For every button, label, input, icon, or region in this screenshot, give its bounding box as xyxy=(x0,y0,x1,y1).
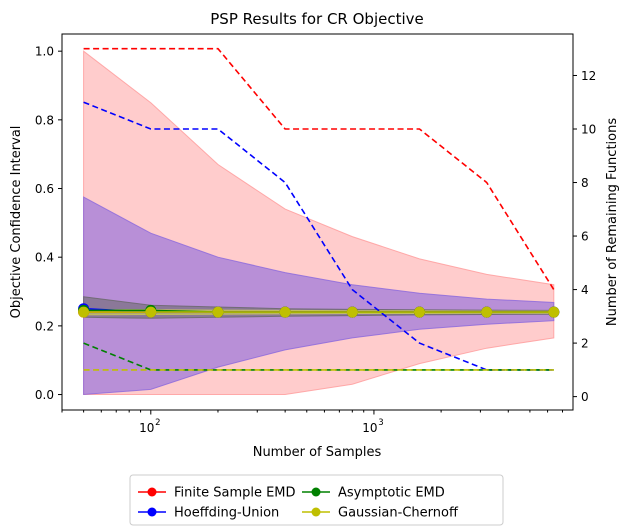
y2-axis-label: Number of Remaining Functions xyxy=(605,118,620,326)
y2-tick-label: 12 xyxy=(581,69,596,83)
y-axis-label: Objective Confidence Interval xyxy=(9,126,24,319)
y2-tick-label: 2 xyxy=(581,337,589,351)
y-tick-label: 0.4 xyxy=(35,251,54,265)
legend-label-asymptotic: Asymptotic EMD xyxy=(338,486,445,501)
y-tick-label: 0.2 xyxy=(35,319,54,333)
remaining-line-finite xyxy=(83,47,555,291)
bands-layer xyxy=(83,50,555,396)
y2-tick-label: 8 xyxy=(581,176,589,190)
legend-marker-gaussian xyxy=(311,507,321,517)
y2-tick-label: 0 xyxy=(581,390,589,404)
y-tick-label: 0.8 xyxy=(35,113,54,127)
remaining-line-asymptotic xyxy=(83,342,554,371)
remaining-line-hoeffding xyxy=(83,101,554,371)
point-gaussian xyxy=(145,306,157,318)
legend-marker-finite xyxy=(147,487,157,497)
legend: Finite Sample EMD Hoeffding-Union Asymptot… xyxy=(129,474,504,526)
y2-tick-label: 4 xyxy=(581,283,589,297)
remaining-lines-layer xyxy=(83,47,555,371)
mean-lines-layer xyxy=(78,303,560,318)
point-gaussian xyxy=(481,306,493,318)
point-gaussian xyxy=(414,306,425,318)
y2-tick-label: 6 xyxy=(581,230,589,244)
y-tick-label: 1.0 xyxy=(35,45,54,59)
legend-marker-asymptotic xyxy=(311,487,321,497)
legend-marker-hoeffding xyxy=(147,507,157,517)
axis-right: 0 2 4 6 8 10 12 xyxy=(573,69,596,404)
y2-tick-label: 10 xyxy=(581,123,596,137)
legend-label-finite: Finite Sample EMD xyxy=(174,486,296,501)
axis-left: 0.0 0.2 0.4 0.6 0.8 1.0 xyxy=(35,45,62,402)
x-tick-label: 10 xyxy=(362,421,377,435)
axis-bottom: 10 2 10 3 xyxy=(61,410,564,435)
legend-label-hoeffding: Hoeffding-Union xyxy=(174,506,279,521)
chart-title: PSP Results for CR Objective xyxy=(210,10,424,28)
legend-label-gaussian: Gaussian-Chernoff xyxy=(338,506,459,521)
legend-box xyxy=(129,474,504,526)
band-hoeffding xyxy=(83,196,555,396)
x-tick-label: 10 xyxy=(139,421,154,435)
y-tick-label: 0.6 xyxy=(35,182,54,196)
point-gaussian xyxy=(346,306,358,318)
y-tick-label: 0.0 xyxy=(35,388,54,402)
x-tick-exponent: 2 xyxy=(155,418,160,428)
x-axis-label: Number of Samples xyxy=(253,445,382,460)
point-gaussian xyxy=(212,306,224,318)
plot-frame xyxy=(61,33,574,411)
point-gaussian xyxy=(279,306,291,318)
point-gaussian xyxy=(548,306,560,318)
x-tick-exponent: 3 xyxy=(378,418,383,428)
point-gaussian xyxy=(78,306,90,318)
